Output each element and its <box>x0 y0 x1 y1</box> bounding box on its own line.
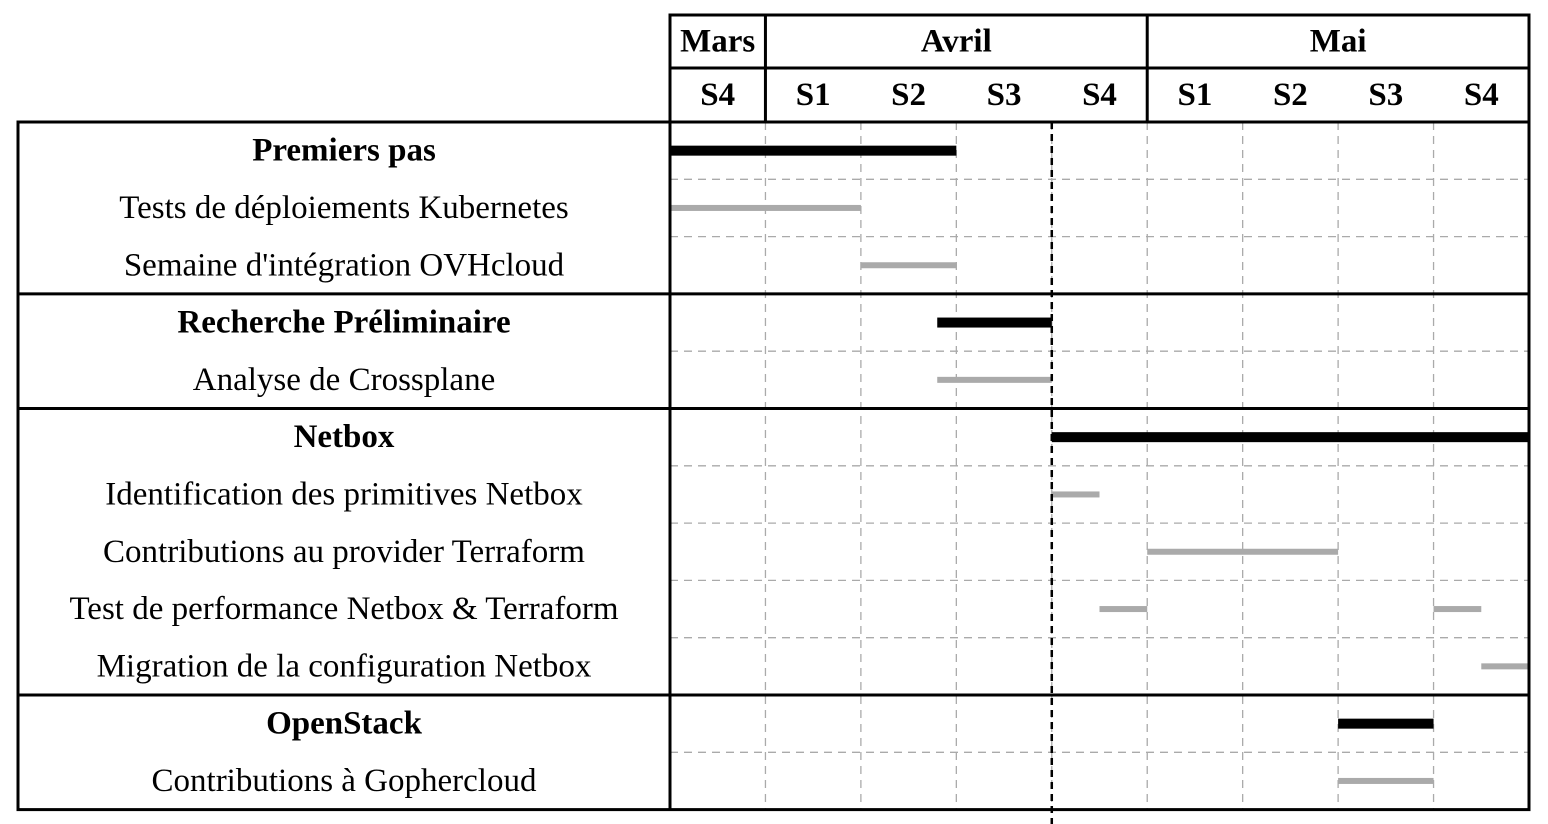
task-bar <box>937 376 1052 383</box>
week-label: S4 <box>1464 77 1499 113</box>
group-label: Premiers pas <box>252 133 436 169</box>
group-bar <box>937 317 1052 328</box>
week-label: S4 <box>1082 77 1117 113</box>
task-bar <box>860 262 957 269</box>
frame-layer <box>16 13 1531 812</box>
task-label: Tests de déploiements Kubernetes <box>119 190 568 226</box>
task-label: Test de performance Netbox & Terraform <box>69 591 618 627</box>
week-label: S4 <box>700 77 735 113</box>
task-bar <box>1338 777 1434 784</box>
grid-layer <box>670 122 1529 810</box>
month-label: Mars <box>680 24 755 60</box>
task-label: Analyse de Crossplane <box>193 362 495 398</box>
task-label: Migration de la configuration Netbox <box>97 648 592 684</box>
week-label: S3 <box>987 77 1022 113</box>
week-label: S2 <box>1273 77 1308 113</box>
body-frame <box>16 120 1531 812</box>
group-bar <box>1051 432 1529 443</box>
bar-layer <box>670 122 1529 824</box>
task-bar <box>1433 606 1482 613</box>
task-label: Contributions à Gophercloud <box>152 763 537 799</box>
task-bar <box>1147 548 1339 555</box>
task-label: Identification des primitives Netbox <box>105 476 583 512</box>
group-label: OpenStack <box>266 706 423 742</box>
task-bar <box>670 204 861 211</box>
task-label: Semaine d'intégration OVHcloud <box>124 247 565 283</box>
group-label: Recherche Préliminaire <box>177 305 510 341</box>
week-label: S1 <box>796 77 831 113</box>
month-label: Avril <box>921 24 992 60</box>
task-bar <box>1481 663 1529 670</box>
week-label: S2 <box>891 77 926 113</box>
week-label: S1 <box>1178 77 1213 113</box>
task-bar <box>1099 606 1148 613</box>
group-bar <box>1338 718 1434 729</box>
task-label: Contributions au provider Terraform <box>103 534 585 570</box>
group-bar <box>670 145 957 156</box>
week-label: S3 <box>1368 77 1403 113</box>
task-bar <box>1051 491 1100 498</box>
group-label: Netbox <box>294 419 395 455</box>
month-label: Mai <box>1310 24 1367 60</box>
